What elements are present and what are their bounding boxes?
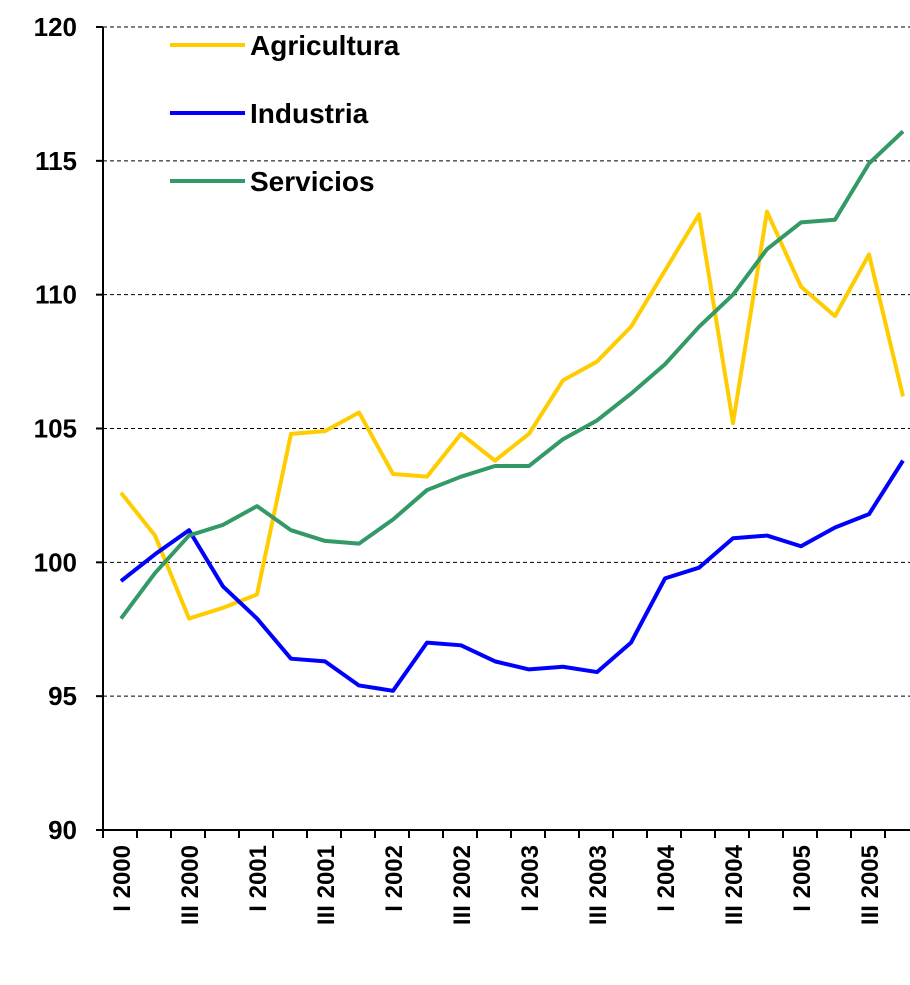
x-tick-label: I 2002 (381, 845, 408, 912)
y-tick-label: 115 (35, 146, 77, 176)
x-tick-label: I 2005 (789, 845, 816, 912)
x-tick-label: III 2000 (177, 845, 204, 925)
legend-label: Servicios (250, 166, 375, 197)
chart: 90 95 100 105 110 115 120 I 2000 III 2000 I 2001 I… (0, 0, 910, 985)
legend-label: Agricultura (250, 30, 400, 61)
x-tick-label: III 2005 (857, 845, 884, 925)
y-tick-label: 105 (34, 414, 77, 444)
y-tick-label: 110 (35, 280, 77, 310)
x-tick-label: I 2000 (109, 845, 136, 912)
x-tick-label: III 2004 (721, 844, 748, 925)
x-tick-label: I 2003 (517, 845, 544, 912)
x-tick-label: III 2002 (449, 845, 476, 925)
y-tick-label: 100 (34, 547, 77, 577)
x-tick-label: I 2004 (653, 844, 680, 911)
x-tick-label: III 2003 (585, 845, 612, 925)
y-tick-label: 120 (34, 12, 77, 42)
series-line (121, 461, 903, 691)
series-line (121, 131, 903, 618)
x-tick-label: III 2001 (313, 845, 340, 925)
legend-label: Industria (250, 98, 369, 129)
series-line (121, 212, 903, 619)
x-tick-label: I 2001 (245, 845, 272, 912)
y-tick-label: 95 (48, 681, 77, 711)
y-tick-label: 90 (48, 815, 77, 845)
